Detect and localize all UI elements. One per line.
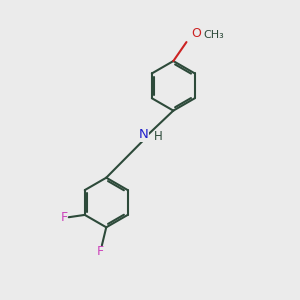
Text: F: F	[61, 211, 68, 224]
Text: CH₃: CH₃	[203, 30, 224, 40]
Text: N: N	[138, 128, 148, 141]
Text: H: H	[154, 130, 162, 143]
Text: F: F	[97, 245, 104, 258]
Text: O: O	[191, 27, 201, 40]
